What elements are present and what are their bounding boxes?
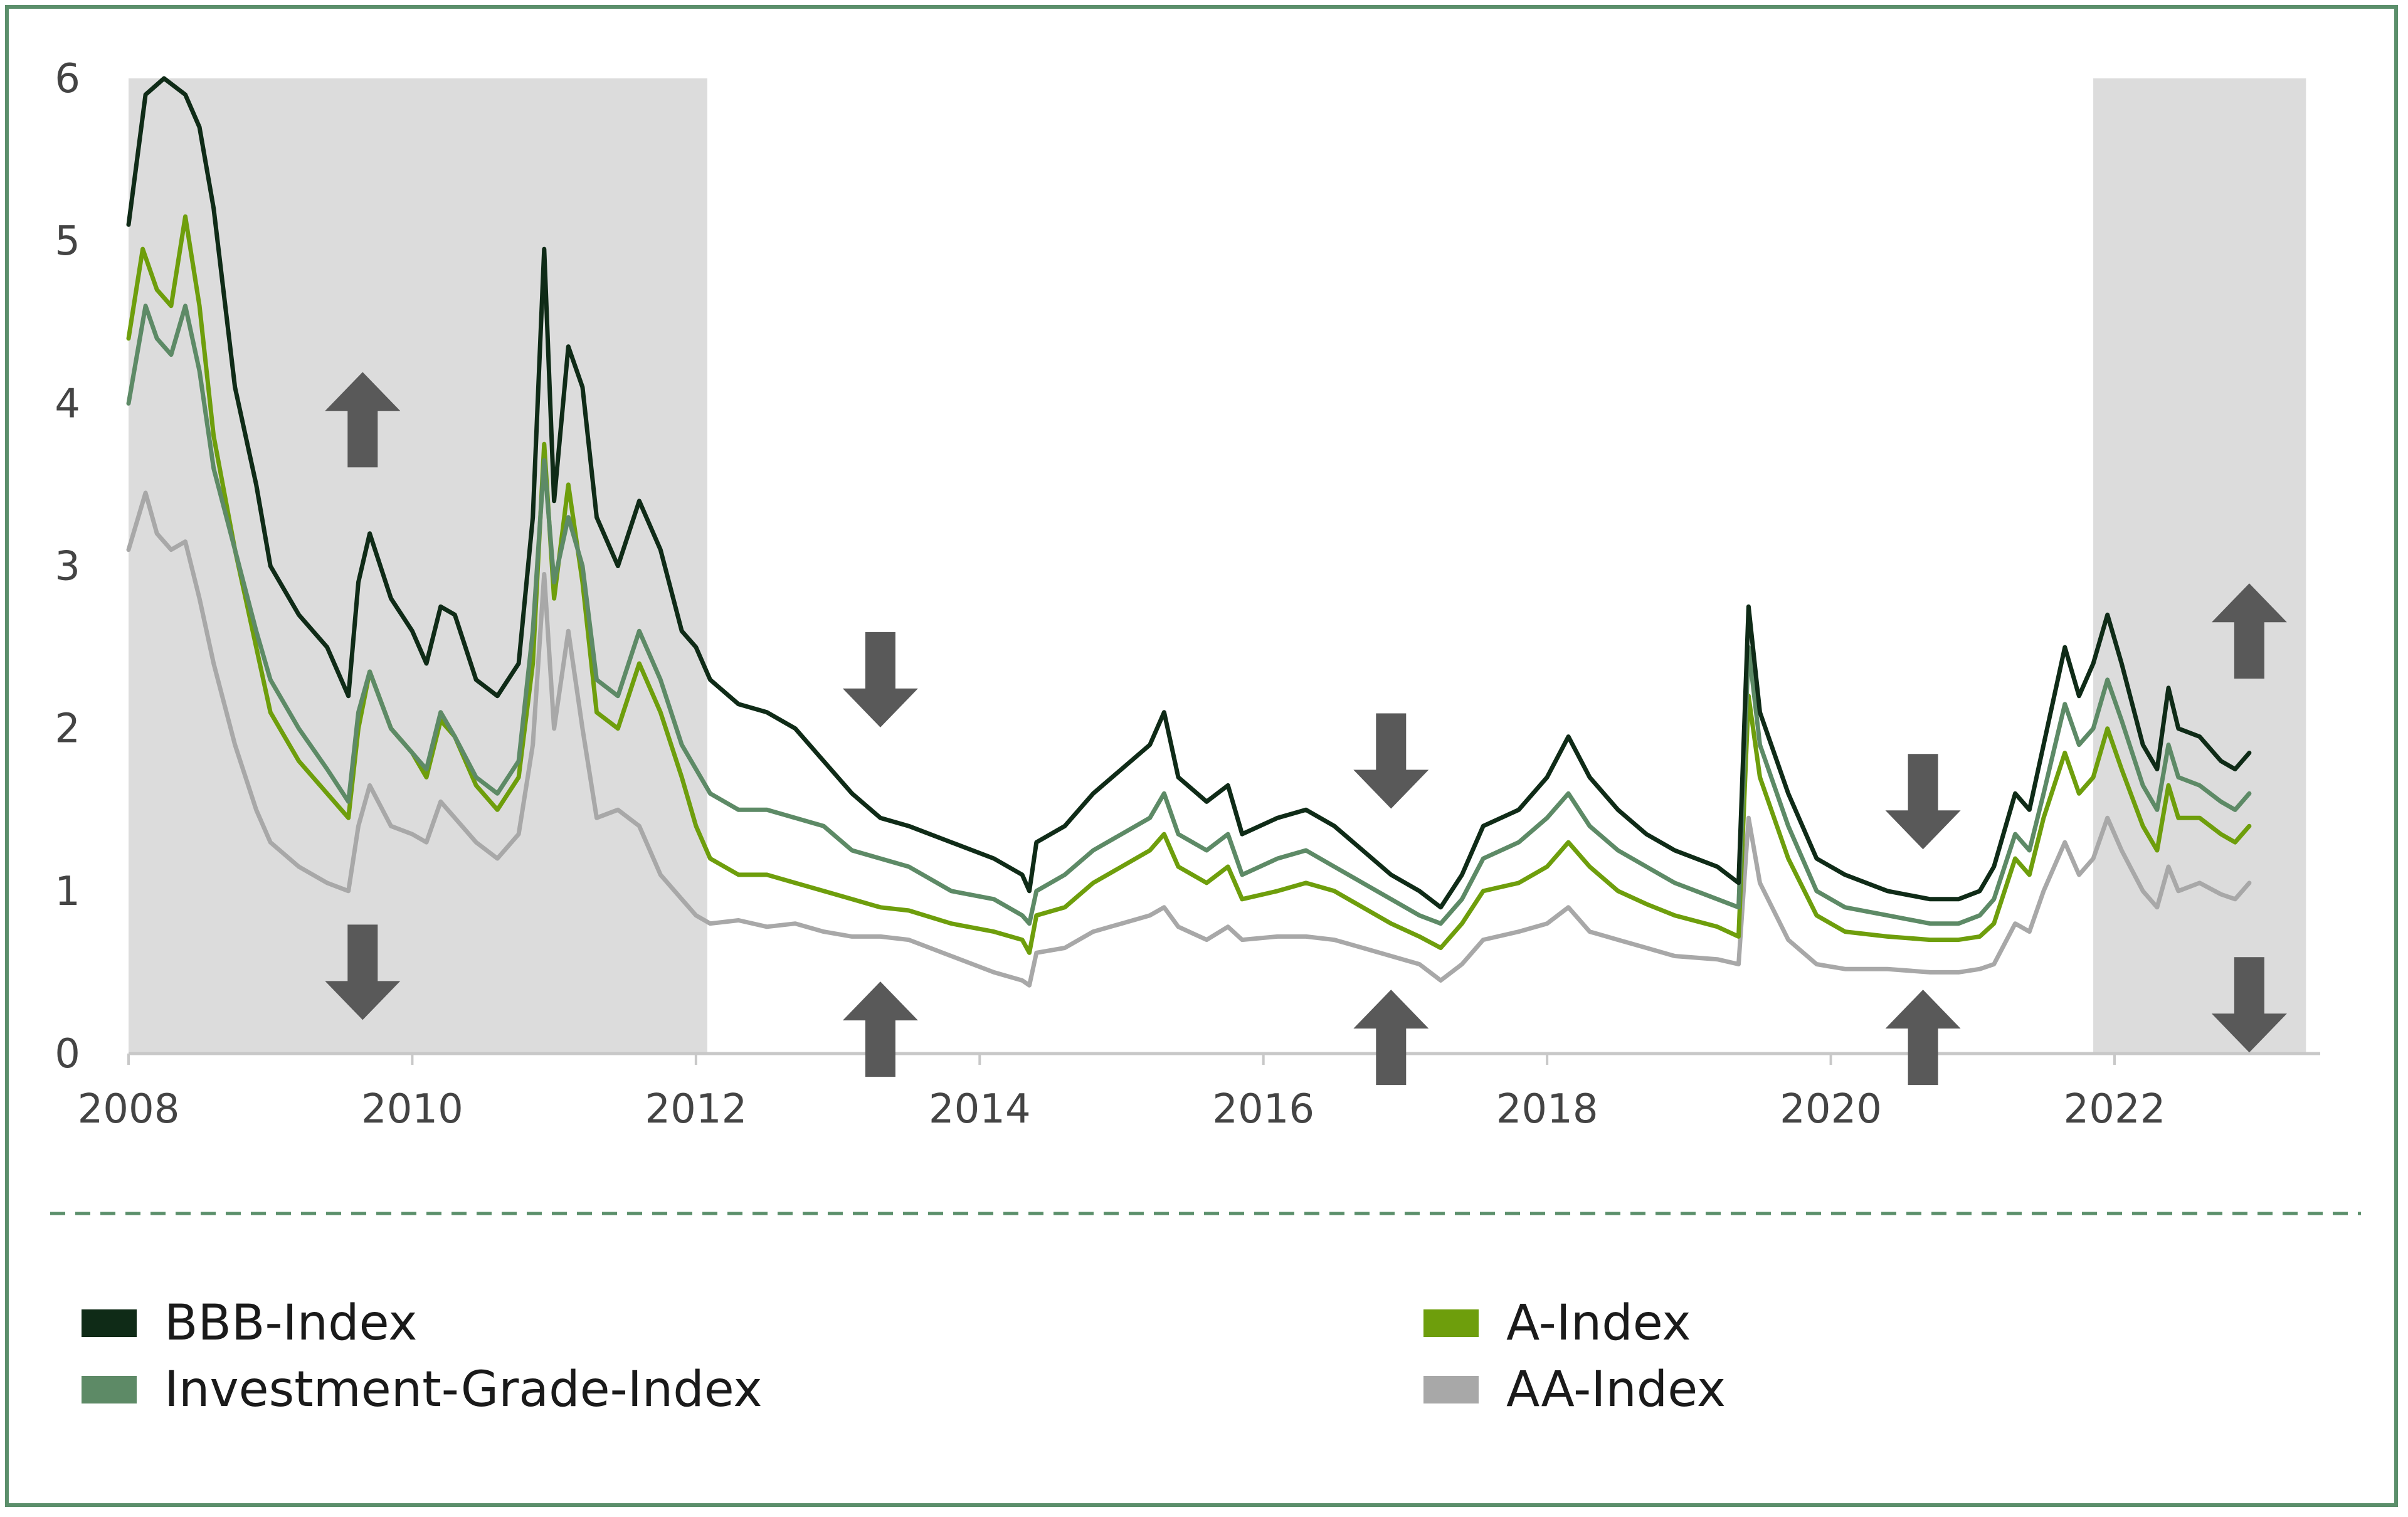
arrow-down-icon bbox=[325, 924, 401, 1020]
series-line-investment-grade-index bbox=[126, 304, 2252, 926]
series-lines bbox=[126, 76, 2252, 988]
legend-item-aa: AA-Index bbox=[1423, 1358, 1726, 1421]
y-tick-label-6: 6 bbox=[55, 56, 80, 102]
x-tick-label-2008: 2008 bbox=[78, 1086, 180, 1133]
shaded-periods bbox=[129, 78, 2306, 1054]
x-tick-label-2012: 2012 bbox=[645, 1086, 747, 1133]
y-tick-label-3: 3 bbox=[55, 544, 80, 590]
y-tick-label-2: 2 bbox=[55, 706, 80, 753]
arrow-up-icon bbox=[2211, 583, 2287, 679]
x-tick-label-2016: 2016 bbox=[1212, 1086, 1314, 1133]
legend-swatch-a bbox=[1423, 1309, 1479, 1337]
legend-label-a: A-Index bbox=[1506, 1295, 1691, 1351]
y-tick-label-4: 4 bbox=[55, 381, 80, 427]
trend-arrows bbox=[325, 372, 2287, 1086]
tick-labels: 0 1 2 3 4 5 6 2008 2010 2012 2014 2016 2018 2020 2022 bbox=[55, 56, 2165, 1133]
legend-swatch-investment-grade bbox=[82, 1376, 137, 1403]
y-tick-label-0: 0 bbox=[55, 1031, 80, 1077]
arrow-down-icon bbox=[842, 632, 918, 727]
arrow-up-icon bbox=[1353, 990, 1429, 1086]
arrow-down-icon bbox=[1885, 754, 1961, 850]
arrow-down-icon bbox=[1353, 713, 1429, 809]
x-tick-label-2022: 2022 bbox=[2064, 1086, 2166, 1133]
legend-label-bbb: BBB-Index bbox=[164, 1295, 418, 1351]
legend-item-investment-grade: Investment-Grade-Index bbox=[82, 1358, 762, 1421]
series-line-bbb-index bbox=[126, 76, 2252, 910]
arrow-down-icon bbox=[2211, 957, 2287, 1053]
arrow-up-icon bbox=[325, 372, 401, 468]
arrow-up-icon bbox=[1885, 990, 1961, 1086]
legend-label-aa: AA-Index bbox=[1506, 1361, 1726, 1418]
legend: BBB-Index Investment-Grade-Index A-Index… bbox=[0, 1279, 2408, 1442]
shaded-period-2 bbox=[2093, 78, 2306, 1054]
series-line-a-index bbox=[126, 214, 2252, 955]
arrow-up-icon bbox=[842, 981, 918, 1077]
axes bbox=[127, 1052, 2320, 1065]
y-tick-label-1: 1 bbox=[55, 869, 80, 915]
chart-frame bbox=[5, 5, 2398, 1507]
shaded-period-1 bbox=[129, 78, 707, 1054]
series-line-aa-index bbox=[126, 490, 2252, 988]
x-tick-label-2014: 2014 bbox=[929, 1086, 1031, 1133]
x-tick-label-2020: 2020 bbox=[1780, 1086, 1882, 1133]
legend-swatch-aa bbox=[1423, 1376, 1479, 1403]
x-tick-label-2010: 2010 bbox=[361, 1086, 463, 1133]
legend-item-bbb: BBB-Index bbox=[82, 1292, 417, 1355]
legend-label-investment-grade: Investment-Grade-Index bbox=[164, 1361, 763, 1418]
x-tick-label-2018: 2018 bbox=[1496, 1086, 1598, 1133]
legend-swatch-bbb bbox=[82, 1309, 137, 1337]
y-tick-label-5: 5 bbox=[55, 218, 80, 265]
legend-item-a: A-Index bbox=[1423, 1292, 1691, 1355]
